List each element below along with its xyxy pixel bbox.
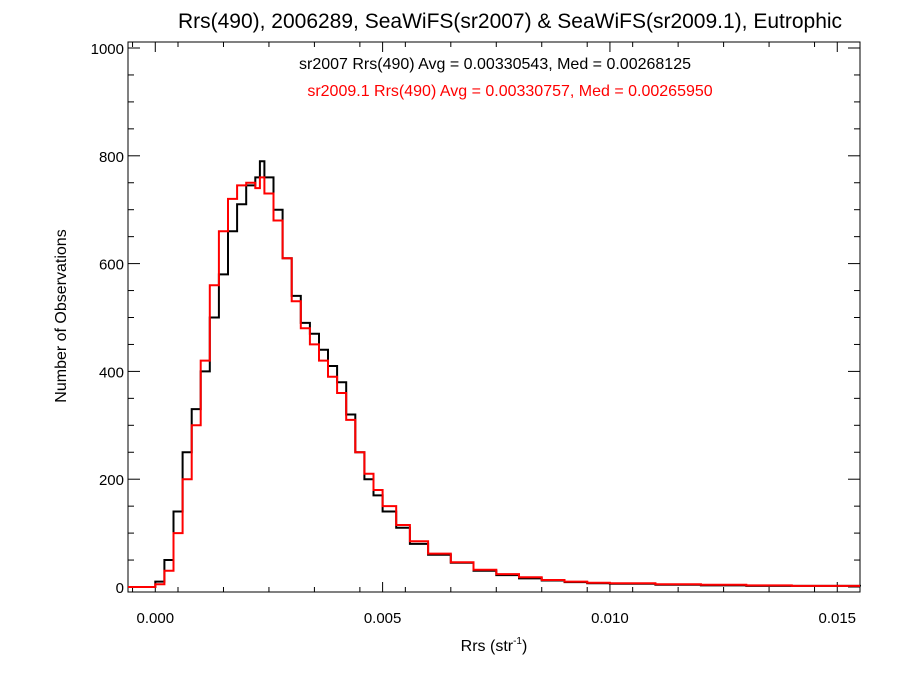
x-tick-labels: 0.000 0.005 0.010 0.015 <box>137 610 857 627</box>
series-line-sr2009 <box>128 176 860 588</box>
y-tick-label: 400 <box>99 364 124 381</box>
plot-border <box>127 41 861 593</box>
x-tick-label: 0.005 <box>364 610 402 627</box>
y-axis-label: Number of Observations <box>53 229 70 402</box>
y-tick-labels: 0 200 400 600 800 1000 <box>91 41 124 597</box>
y-tick-label: 0 <box>116 580 124 597</box>
chart-title: Rrs(490), 2006289, SeaWiFS(sr2007) & Sea… <box>178 10 842 33</box>
x-tick-label: 0.000 <box>137 610 175 627</box>
plot-frame <box>127 41 861 593</box>
x-axis-label-main: Rrs (str <box>461 638 514 655</box>
annotation-sr2009: sr2009.1 Rrs(490) Avg = 0.00330757, Med … <box>307 83 712 100</box>
x-tick-label: 0.015 <box>818 610 856 627</box>
x-axis-label: Rrs (str-1) <box>461 636 528 655</box>
annotation-sr2007: sr2007 Rrs(490) Avg = 0.00330543, Med = … <box>299 56 691 73</box>
series-group <box>128 160 861 588</box>
x-axis-label-end: ) <box>522 638 527 655</box>
series-line-sr2007 <box>128 160 861 588</box>
y-tick-label: 600 <box>99 257 124 274</box>
x-tick-label: 0.010 <box>591 610 629 627</box>
y-tick-label: 800 <box>99 149 124 166</box>
y-tick-label: 200 <box>99 472 124 489</box>
x-axis-label-sup: -1 <box>513 636 522 647</box>
y-tick-label: 1000 <box>91 41 124 58</box>
axis-ticks <box>128 42 861 592</box>
